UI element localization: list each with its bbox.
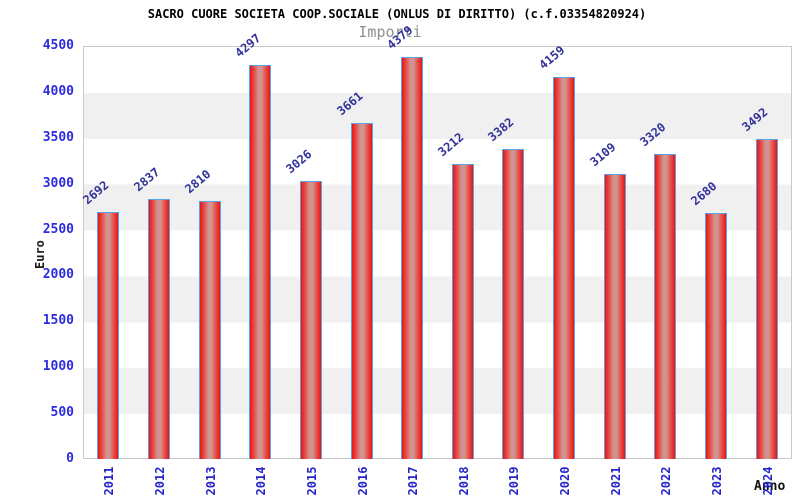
x-axis-title: Anno xyxy=(754,479,786,494)
x-axis-tick-label: 2022 xyxy=(659,466,674,496)
x-axis-tick-label: 2013 xyxy=(203,466,218,496)
bar-2019 xyxy=(502,148,525,459)
y-axis-tick-label: 2500 xyxy=(42,221,74,237)
plot-area xyxy=(83,46,792,459)
chart-subtitle: Importi xyxy=(358,23,422,41)
bar-2018 xyxy=(451,164,474,459)
x-axis-tick-label: 2018 xyxy=(456,466,471,496)
x-axis-tick-label: 2023 xyxy=(710,466,725,496)
bar-2023 xyxy=(705,213,728,459)
x-axis-tick-label: 2012 xyxy=(152,466,167,496)
x-axis-tick-label: 2017 xyxy=(406,466,421,496)
bar-2020 xyxy=(553,77,576,459)
bar-2016 xyxy=(350,123,373,459)
x-axis-tick-label: 2011 xyxy=(102,466,117,496)
bar-2022 xyxy=(654,154,677,459)
bar-2017 xyxy=(401,57,424,459)
bar-2014 xyxy=(249,64,272,459)
y-axis-tick-label: 1500 xyxy=(42,313,74,329)
y-axis-tick-label: 4500 xyxy=(42,38,74,53)
bar-2013 xyxy=(198,201,221,459)
y-axis-tick-label: 1000 xyxy=(42,359,74,375)
y-axis-tick-label: 3000 xyxy=(42,175,74,191)
x-axis-tick-label: 2021 xyxy=(608,466,623,496)
y-axis-tick-label: 4000 xyxy=(42,83,74,99)
bar-2024 xyxy=(755,138,778,459)
bar-2011 xyxy=(97,211,120,459)
y-axis-tick-label: 500 xyxy=(50,405,74,421)
bar-2015 xyxy=(299,181,322,459)
x-axis-tick-label: 2019 xyxy=(507,466,522,496)
x-axis-tick-label: 2016 xyxy=(355,466,370,496)
x-axis-tick-label: 2014 xyxy=(254,466,269,496)
x-axis-tick-label: 2024 xyxy=(760,466,775,496)
y-axis-tick-label: 2000 xyxy=(42,267,74,283)
y-axis-tick-label: 3500 xyxy=(42,129,74,145)
x-axis-tick-label: 2015 xyxy=(304,466,319,496)
y-axis-tick-label: 0 xyxy=(66,451,74,466)
bar-2012 xyxy=(147,198,170,459)
x-axis-tick-label: 2020 xyxy=(558,466,573,496)
y-axis-title: Euro xyxy=(33,240,47,269)
chart-title: SACRO CUORE SOCIETA COOP.SOCIALE (ONLUS … xyxy=(147,7,647,21)
bar-2021 xyxy=(603,173,626,459)
